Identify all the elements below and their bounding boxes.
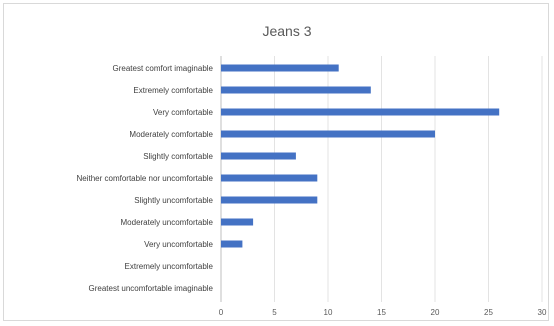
chart-title: Jeans 3: [262, 23, 311, 39]
category-label: Moderately comfortable: [129, 130, 213, 139]
category-label: Greatest comfort imaginable: [113, 64, 214, 73]
chart-frame: Jeans 3 Greatest comfort imaginable Extre…: [3, 3, 549, 321]
category-label: Slightly uncomfortable: [134, 196, 213, 205]
bar: [221, 108, 500, 116]
category-label: Slightly comfortable: [143, 152, 213, 161]
category-label: Neither comfortable nor uncomfortable: [76, 174, 213, 183]
category-label: Greatest uncomfortable imaginable: [88, 284, 213, 293]
x-tick-label: 25: [484, 308, 493, 317]
bar: [221, 174, 318, 182]
bar: [221, 86, 371, 94]
x-tick-label: 15: [377, 308, 386, 317]
x-tick-label: 30: [538, 308, 547, 317]
bar: [221, 218, 254, 226]
bar: [221, 196, 318, 204]
x-tick-label: 0: [219, 308, 224, 317]
bar: [221, 130, 435, 138]
category-label: Very comfortable: [153, 108, 214, 117]
gridlines: [220, 56, 543, 302]
category-label: Moderately uncomfortable: [121, 218, 214, 227]
bars: [221, 64, 500, 248]
category-labels: Greatest comfort imaginable Extremely com…: [76, 64, 213, 293]
bar: [221, 152, 296, 160]
bar: [221, 64, 339, 72]
bar-chart: Jeans 3 Greatest comfort imaginable Extre…: [76, 23, 547, 317]
category-label: Extremely uncomfortable: [125, 262, 214, 271]
bar: [221, 240, 243, 248]
x-axis-tick-labels: 0 5 10 15 20 25 30: [219, 308, 547, 317]
category-label: Extremely comfortable: [133, 86, 213, 95]
category-label: Very uncomfortable: [144, 240, 213, 249]
x-tick-label: 5: [272, 308, 277, 317]
x-tick-label: 20: [431, 308, 440, 317]
x-tick-label: 10: [324, 308, 333, 317]
